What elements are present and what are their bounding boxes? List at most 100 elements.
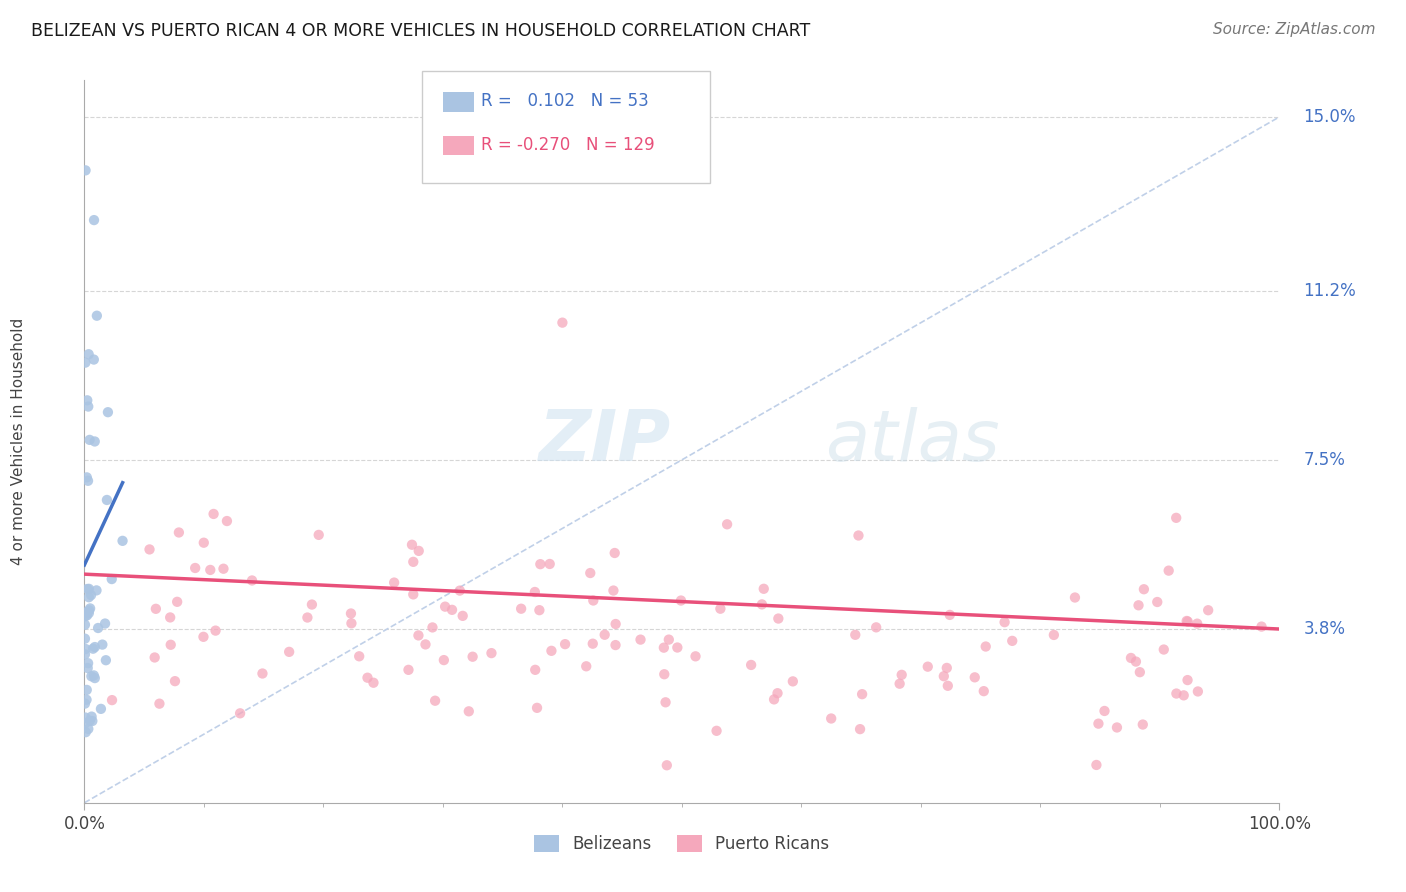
Point [97, 405, 120, 419]
Point [80, 669, 103, 683]
Point [86, 309, 108, 323]
Point [1001, 633, 1024, 648]
Point [751, 598, 773, 612]
Point [844, 628, 866, 642]
Point [1197, 603, 1219, 617]
Point [1043, 628, 1066, 642]
Point [215, 514, 238, 528]
Text: Source: ZipAtlas.com: Source: ZipAtlas.com [1212, 22, 1375, 37]
Point [605, 617, 627, 632]
Point [86, 583, 108, 598]
Point [963, 670, 986, 684]
Point [1087, 716, 1109, 731]
Point [582, 637, 605, 651]
Point [782, 674, 804, 689]
Point [529, 557, 551, 571]
Point [166, 595, 188, 609]
Point [79, 433, 101, 447]
Point [94, 653, 117, 667]
Point [76, 692, 98, 706]
Point [1185, 616, 1208, 631]
Point [159, 638, 181, 652]
Point [451, 608, 474, 623]
Point [148, 697, 170, 711]
Point [73, 697, 96, 711]
Point [101, 693, 124, 707]
Point [529, 603, 551, 617]
Point [974, 640, 997, 654]
Point [449, 583, 471, 598]
Point [80, 709, 103, 723]
Point [163, 674, 186, 689]
Text: atlas: atlas [825, 407, 1000, 476]
Point [94, 616, 117, 631]
Point [602, 583, 624, 598]
Point [716, 517, 738, 532]
Point [889, 676, 911, 690]
Point [658, 632, 681, 647]
Point [87, 621, 110, 635]
Point [1132, 717, 1154, 731]
Point [73, 647, 96, 661]
Text: R =   0.102   N = 53: R = 0.102 N = 53 [481, 92, 648, 110]
Point [77, 722, 100, 736]
Point [851, 687, 873, 701]
Point [278, 645, 301, 659]
Point [77, 347, 100, 361]
Point [740, 657, 762, 672]
Point [669, 593, 692, 607]
Point [582, 593, 605, 607]
Point [402, 555, 425, 569]
Point [75, 356, 97, 370]
Point [408, 628, 430, 642]
Point [382, 575, 405, 590]
Point [848, 528, 870, 542]
Point [167, 525, 190, 540]
Point [654, 695, 676, 709]
Point [481, 646, 503, 660]
Point [75, 725, 97, 739]
Point [1133, 582, 1156, 597]
Point [402, 587, 425, 601]
Point [83, 671, 105, 685]
Point [1166, 687, 1188, 701]
Point [76, 393, 98, 408]
Point [77, 400, 100, 414]
Point [423, 694, 446, 708]
Point [193, 630, 215, 644]
Point [1125, 655, 1147, 669]
Point [630, 632, 652, 647]
Point [538, 557, 561, 571]
Point [865, 620, 887, 634]
Text: 4 or more Vehicles in Household: 4 or more Vehicles in Household [11, 318, 27, 566]
Point [510, 601, 533, 615]
Point [1177, 673, 1199, 687]
Point [347, 649, 370, 664]
Point [890, 668, 912, 682]
Point [685, 649, 707, 664]
Point [939, 607, 962, 622]
Point [766, 686, 789, 700]
Point [73, 617, 96, 632]
Point [83, 213, 105, 227]
Point [204, 624, 226, 638]
Point [1177, 615, 1199, 629]
Point [1085, 758, 1108, 772]
Point [1175, 614, 1198, 628]
Point [143, 650, 166, 665]
Point [706, 723, 728, 738]
Point [603, 546, 626, 560]
Text: 3.8%: 3.8% [1303, 620, 1346, 638]
Point [401, 538, 423, 552]
Point [768, 611, 790, 625]
Point [90, 702, 112, 716]
Point [82, 714, 104, 728]
Point [1250, 619, 1272, 633]
Point [77, 591, 100, 605]
Point [575, 659, 598, 673]
Legend: Belizeans, Puerto Ricans: Belizeans, Puerto Ricans [527, 828, 837, 860]
Point [193, 535, 215, 549]
Point [441, 603, 464, 617]
Point [1187, 684, 1209, 698]
Point [159, 610, 181, 624]
